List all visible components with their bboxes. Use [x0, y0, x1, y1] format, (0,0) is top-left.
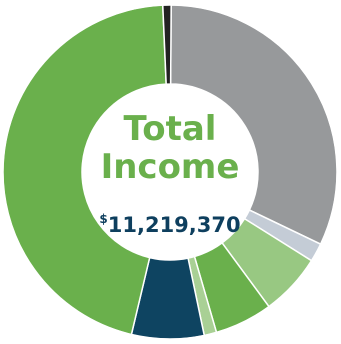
- donut-rim: [2, 4, 338, 340]
- donut-slices: [2, 4, 338, 340]
- total-value: 11,219,370: [107, 213, 241, 237]
- currency-symbol: $: [99, 212, 108, 226]
- center-title-line2: Income: [100, 147, 240, 187]
- donut-hole: [82, 84, 258, 260]
- center-title-line1: Total: [123, 109, 217, 149]
- total-amount: $11,219,370: [80, 212, 260, 238]
